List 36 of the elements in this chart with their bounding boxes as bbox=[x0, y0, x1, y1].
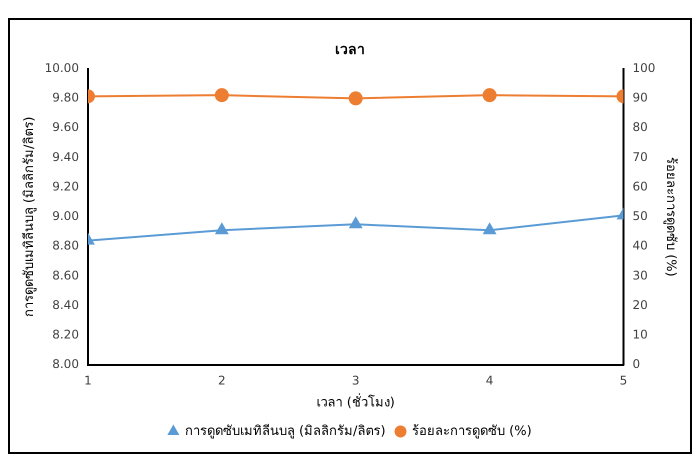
chart-title: เวลา bbox=[335, 42, 365, 58]
legend-label: การดูดซับเมทิลีนบลู (มิลลิกรัม/ลิตร) bbox=[184, 422, 386, 439]
legend-label: ร้อยละการดูดซับ (%) bbox=[412, 424, 532, 439]
x-tick-label: 1 bbox=[84, 373, 92, 388]
y-tick-label: 9.40 bbox=[52, 150, 79, 164]
y2-tick-label: 60 bbox=[632, 179, 648, 194]
y-tick-label: 8.80 bbox=[52, 238, 79, 253]
y2-axis-title: ร้อยละการดูดซับ (%) bbox=[662, 157, 678, 277]
y2-tick-label: 30 bbox=[632, 268, 648, 282]
y2-tick-label: 0 bbox=[632, 357, 640, 372]
y-tick-label: 8.00 bbox=[52, 357, 79, 372]
x-tick-label: 3 bbox=[352, 373, 360, 388]
x-tick-label: 5 bbox=[620, 373, 628, 388]
y2-tick-label: 90 bbox=[632, 90, 648, 105]
y-tick-label: 8.60 bbox=[52, 268, 79, 282]
y2-tick-label: 70 bbox=[632, 150, 648, 164]
y2-tick-label: 100 bbox=[632, 60, 656, 75]
y-tick-label: 8.20 bbox=[52, 328, 79, 342]
y-axis-title: การดูดซับเมทิลีนบลู (มิลลิกรัม/ลิตร) bbox=[21, 116, 38, 318]
y2-tick-label: 50 bbox=[632, 209, 648, 224]
y2-tick-label: 20 bbox=[632, 298, 648, 312]
y2-tick-label: 10 bbox=[632, 328, 648, 342]
y-tick-label: 9.20 bbox=[52, 179, 79, 194]
x-tick-label: 2 bbox=[218, 373, 226, 388]
y-tick-label: 10.00 bbox=[44, 60, 79, 75]
y-tick-label: 8.40 bbox=[52, 298, 79, 312]
x-axis-title: เวลา (ชั่วโมง) bbox=[316, 394, 395, 411]
point bbox=[483, 223, 496, 234]
y-tick-label: 9.00 bbox=[52, 209, 79, 224]
y-tick-label: 9.60 bbox=[52, 120, 79, 134]
x-tick-label: 4 bbox=[486, 373, 494, 388]
point bbox=[216, 223, 228, 234]
y2-tick-label: 40 bbox=[632, 238, 648, 253]
y2-tick-label: 80 bbox=[632, 120, 648, 134]
point bbox=[350, 217, 362, 228]
y-tick-label: 9.80 bbox=[52, 90, 79, 105]
